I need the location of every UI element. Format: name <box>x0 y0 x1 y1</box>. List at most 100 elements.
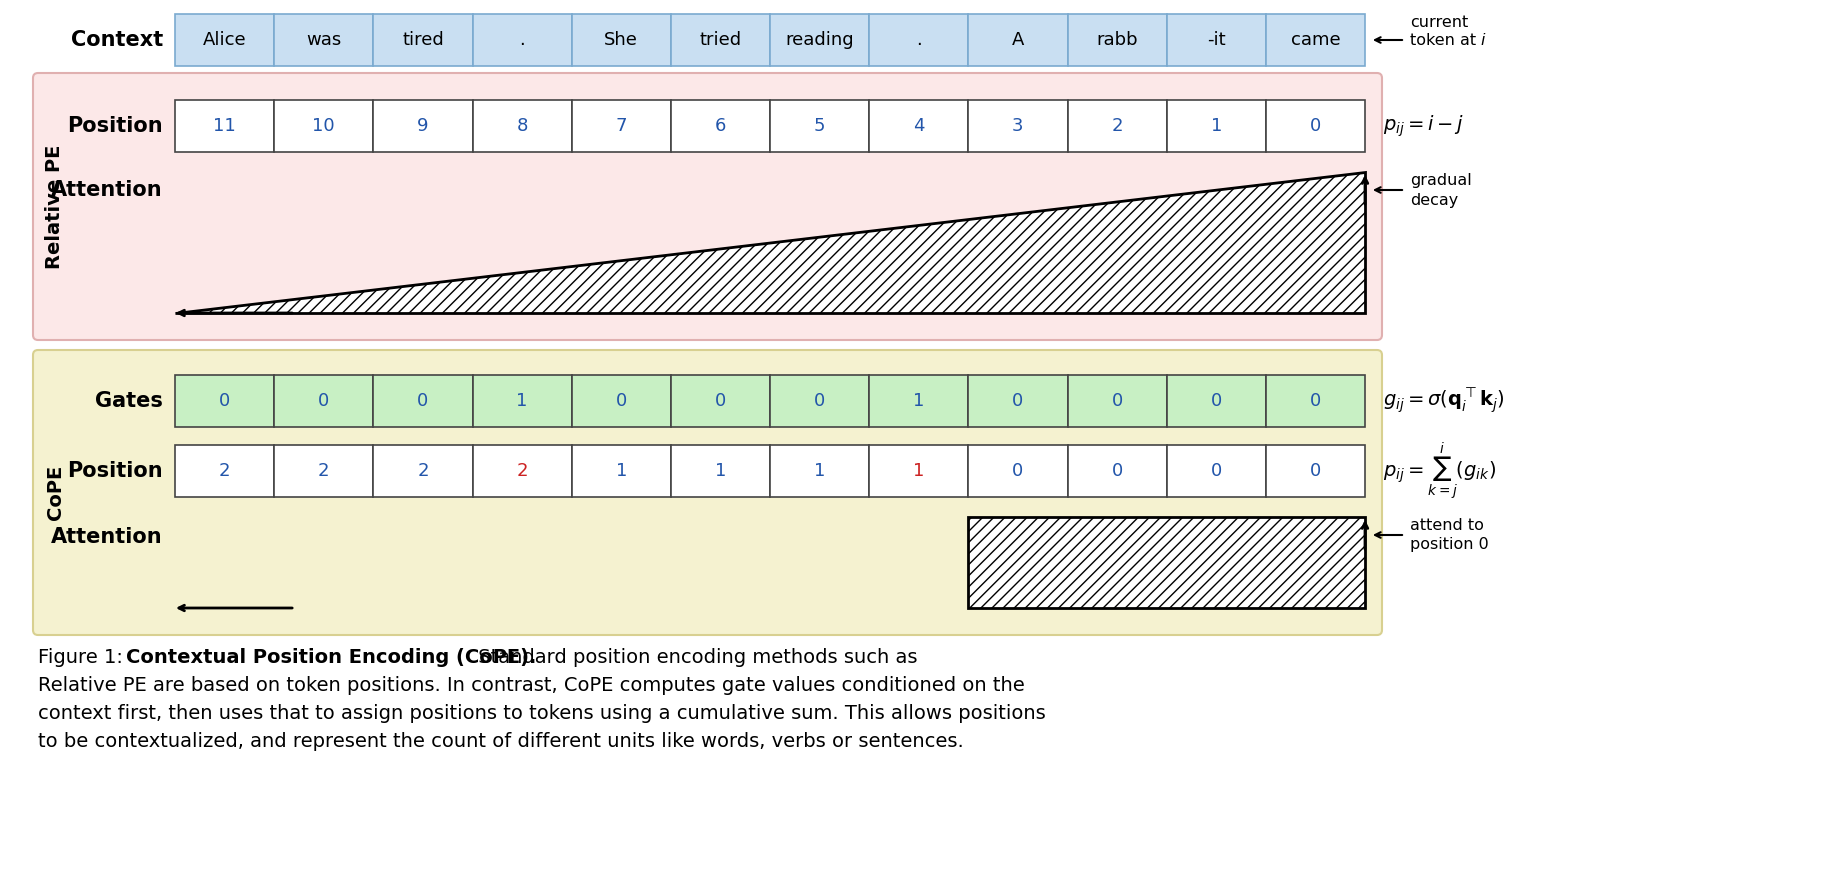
Bar <box>176 14 275 66</box>
Text: to be contextualized, and represent the count of different units like words, ver: to be contextualized, and represent the … <box>38 732 964 751</box>
Text: 0: 0 <box>1013 392 1024 410</box>
FancyBboxPatch shape <box>33 350 1381 635</box>
Text: current: current <box>1411 14 1467 29</box>
Bar <box>572 14 671 66</box>
Text: $p_{ij} = \sum_{k=j}^{i}(g_{ik})$: $p_{ij} = \sum_{k=j}^{i}(g_{ik})$ <box>1383 440 1497 501</box>
Bar <box>671 375 769 427</box>
Text: 1: 1 <box>912 392 925 410</box>
Text: attend to: attend to <box>1411 517 1484 532</box>
Text: 1: 1 <box>714 462 725 480</box>
Text: 0: 0 <box>1112 462 1123 480</box>
Text: Position: Position <box>68 116 163 136</box>
Text: token at: token at <box>1411 33 1482 48</box>
Bar <box>1167 100 1266 152</box>
Bar <box>969 445 1068 497</box>
Text: 8: 8 <box>517 117 528 135</box>
Text: 5: 5 <box>813 117 826 135</box>
Bar <box>868 100 969 152</box>
Text: 9: 9 <box>418 117 429 135</box>
Text: 4: 4 <box>912 117 925 135</box>
Text: 1: 1 <box>1211 117 1222 135</box>
Text: Contextual Position Encoding (CoPE).: Contextual Position Encoding (CoPE). <box>126 648 537 667</box>
Text: .: . <box>916 31 921 49</box>
Text: 0: 0 <box>813 392 824 410</box>
Bar <box>176 375 275 427</box>
Bar <box>769 445 868 497</box>
Bar <box>868 375 969 427</box>
Bar <box>868 445 969 497</box>
Text: Figure 1:: Figure 1: <box>38 648 139 667</box>
Text: .: . <box>518 31 526 49</box>
Text: reading: reading <box>786 31 854 49</box>
Text: A: A <box>1011 31 1024 49</box>
Text: Context: Context <box>71 30 163 50</box>
Text: 0: 0 <box>1310 392 1321 410</box>
Bar <box>572 445 671 497</box>
Text: 2: 2 <box>218 462 231 480</box>
Text: Attention: Attention <box>51 527 163 547</box>
Text: tired: tired <box>401 31 443 49</box>
Bar <box>275 14 374 66</box>
Text: 0: 0 <box>220 392 231 410</box>
Text: position 0: position 0 <box>1411 538 1489 553</box>
Text: Position: Position <box>68 461 163 481</box>
Bar <box>1167 14 1266 66</box>
Text: was: was <box>306 31 341 49</box>
Text: 0: 0 <box>1013 462 1024 480</box>
Bar <box>868 14 969 66</box>
Text: 0: 0 <box>1310 462 1321 480</box>
Text: 2: 2 <box>1112 117 1123 135</box>
Bar <box>969 375 1068 427</box>
Bar <box>572 375 671 427</box>
Bar <box>1266 100 1365 152</box>
Bar <box>769 100 868 152</box>
Text: 1: 1 <box>813 462 824 480</box>
Text: 0: 0 <box>1211 392 1222 410</box>
Text: 2: 2 <box>319 462 330 480</box>
Text: 1: 1 <box>616 462 627 480</box>
Bar <box>275 375 374 427</box>
Text: tried: tried <box>700 31 742 49</box>
Text: 10: 10 <box>313 117 335 135</box>
Text: came: came <box>1290 31 1341 49</box>
Bar <box>769 14 868 66</box>
Bar <box>473 14 572 66</box>
Bar <box>1068 375 1167 427</box>
Text: CoPE: CoPE <box>46 465 64 520</box>
Text: -it: -it <box>1207 31 1226 49</box>
FancyBboxPatch shape <box>33 73 1381 340</box>
Bar <box>969 100 1068 152</box>
Bar <box>374 100 473 152</box>
Text: Relative PE: Relative PE <box>46 144 64 268</box>
Text: 3: 3 <box>1011 117 1024 135</box>
Bar <box>374 14 473 66</box>
Text: She: She <box>605 31 638 49</box>
Text: 2: 2 <box>517 462 528 480</box>
Text: 6: 6 <box>714 117 725 135</box>
Bar <box>374 445 473 497</box>
Bar <box>671 14 769 66</box>
Text: decay: decay <box>1411 192 1458 207</box>
Text: Attention: Attention <box>51 180 163 200</box>
Text: 0: 0 <box>1211 462 1222 480</box>
Text: 0: 0 <box>1112 392 1123 410</box>
Text: rabb: rabb <box>1096 31 1138 49</box>
Text: 0: 0 <box>616 392 627 410</box>
Text: Gates: Gates <box>95 391 163 411</box>
Bar <box>473 100 572 152</box>
Text: Relative PE are based on token positions. In contrast, CoPE computes gate values: Relative PE are based on token positions… <box>38 676 1024 695</box>
Text: Alice: Alice <box>203 31 245 49</box>
Text: 7: 7 <box>616 117 627 135</box>
Bar <box>1266 375 1365 427</box>
Bar <box>1068 445 1167 497</box>
Bar <box>769 375 868 427</box>
Bar <box>1167 375 1266 427</box>
Bar <box>969 517 1365 608</box>
Text: 1: 1 <box>912 462 925 480</box>
Bar <box>275 100 374 152</box>
Text: 0: 0 <box>319 392 330 410</box>
Bar <box>1266 14 1365 66</box>
Text: 0: 0 <box>714 392 725 410</box>
Text: 2: 2 <box>418 462 429 480</box>
Bar <box>1167 445 1266 497</box>
